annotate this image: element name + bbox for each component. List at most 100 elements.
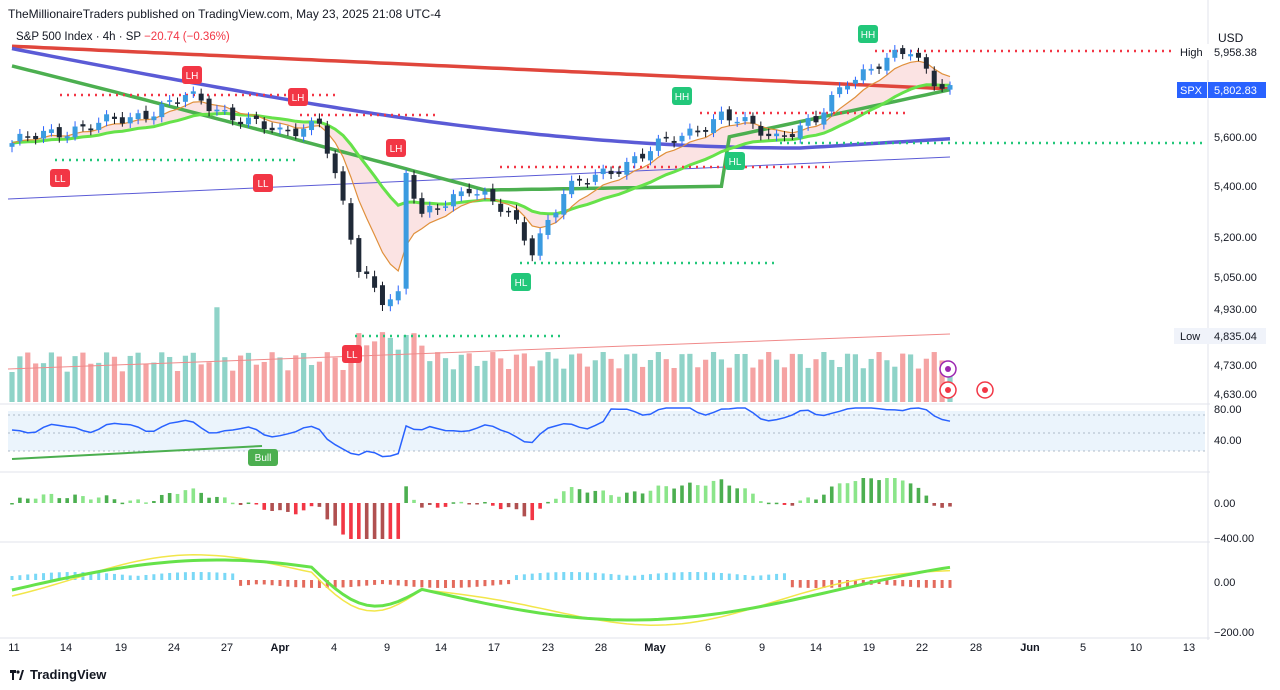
candle-body (703, 129, 709, 132)
symbol-legend[interactable]: S&P 500 Index · 4h · SP −20.74 (−0.36%) (16, 31, 230, 43)
time-axis-tick: 9 (759, 642, 765, 654)
candle-body (860, 69, 866, 81)
oscillator-bar (183, 572, 187, 580)
histogram-bar (853, 481, 858, 503)
candle-body (545, 219, 551, 235)
oscillator-bar (743, 575, 747, 580)
volume-bar (159, 352, 165, 402)
trendline-lower (7, 333, 951, 370)
volume-bar (837, 367, 843, 402)
candle-body (734, 121, 740, 124)
histogram-bar (743, 488, 747, 503)
histogram-bar (175, 493, 180, 503)
histogram-bar (829, 486, 834, 503)
volume-bar (884, 360, 890, 402)
histogram-bar (136, 499, 140, 503)
time-axis-tick: 28 (595, 642, 607, 654)
histogram-bar (152, 501, 156, 503)
histogram-bar (41, 494, 46, 503)
histogram-bar (49, 493, 54, 503)
oscillator-bar (357, 580, 361, 587)
swing-label-box (253, 174, 273, 192)
histogram-bar (759, 501, 763, 503)
candle-body (466, 188, 472, 194)
histogram-bar (73, 494, 77, 503)
time-axis-tick: 4 (331, 642, 337, 654)
swing-label-box (182, 66, 202, 84)
histogram-bar (191, 488, 196, 503)
volume-bar (214, 307, 220, 402)
time-axis-tick: 23 (542, 642, 554, 654)
volume-bar (474, 365, 480, 402)
volume-bar (900, 353, 906, 402)
spx-value-bg (1208, 82, 1266, 98)
currency-label[interactable]: USD (1218, 31, 1244, 45)
oscillator-bar (853, 580, 857, 587)
candle-body (679, 135, 685, 142)
oscillator-signal-line (11, 554, 951, 626)
oscillator-bar (806, 580, 810, 588)
histogram-bar (199, 492, 203, 503)
candle-body (214, 109, 220, 112)
volume-bar (647, 360, 654, 402)
volume-bar (915, 368, 922, 402)
oscillator-bar (790, 580, 794, 588)
price-axis-tick: 5,400.00 (1214, 181, 1257, 193)
oscillator-bar (459, 580, 463, 588)
histogram-bar (309, 503, 314, 507)
oscillator-bar (609, 574, 613, 580)
volume-bar (521, 353, 527, 402)
candle-body (33, 135, 39, 140)
oscillator-bar (223, 572, 227, 580)
volume-bar (356, 333, 362, 402)
histogram-bar (167, 493, 172, 503)
volume-bar (679, 354, 685, 402)
candle-body (253, 115, 259, 119)
oscillator-bar (310, 580, 314, 588)
volume-bar (103, 352, 110, 402)
oscillator-bar (388, 580, 392, 585)
oscillator-bar (26, 574, 30, 580)
candle-body (269, 127, 275, 131)
candle-body (435, 208, 441, 210)
candle-body (837, 87, 843, 95)
publisher-line: TheMillionaireTraders published on Tradi… (8, 7, 441, 21)
candle-body (711, 119, 717, 134)
oscillator-bar (648, 574, 652, 580)
oscillator-bar (641, 574, 645, 580)
histogram-bar (380, 503, 385, 539)
volume-bar (340, 369, 346, 402)
oscillator-bar (570, 572, 574, 580)
volume-bar (427, 361, 433, 402)
candle-body (529, 238, 535, 256)
volume-bar (324, 352, 330, 402)
histogram-bar (459, 501, 464, 504)
candle-body (427, 205, 433, 213)
candle-body (829, 95, 835, 112)
oscillator-bar (168, 572, 172, 580)
histogram-bar (443, 503, 448, 507)
volume-bar (703, 359, 709, 402)
volume-bar (545, 352, 551, 402)
histogram-bar (569, 487, 574, 503)
candle-body (553, 212, 559, 218)
candle-body (17, 133, 23, 142)
candle-body (175, 102, 181, 104)
candle-body (419, 198, 425, 214)
oscillator-bar (246, 580, 250, 586)
rsi-axis-tick: 40.00 (1214, 435, 1242, 447)
candle-body (72, 126, 78, 138)
histogram-bar (948, 503, 952, 507)
histogram-bar (333, 503, 337, 526)
histogram-bar (364, 503, 369, 539)
swing-label: HL (729, 157, 742, 168)
histogram-bar (301, 503, 306, 511)
histogram-bar (404, 486, 408, 503)
oscillator-bar (554, 572, 558, 580)
candle-body (876, 66, 882, 69)
histogram-bar (845, 483, 850, 503)
histogram-bar (577, 489, 582, 503)
volume-bar (726, 367, 732, 402)
swing-label-box (672, 87, 692, 105)
